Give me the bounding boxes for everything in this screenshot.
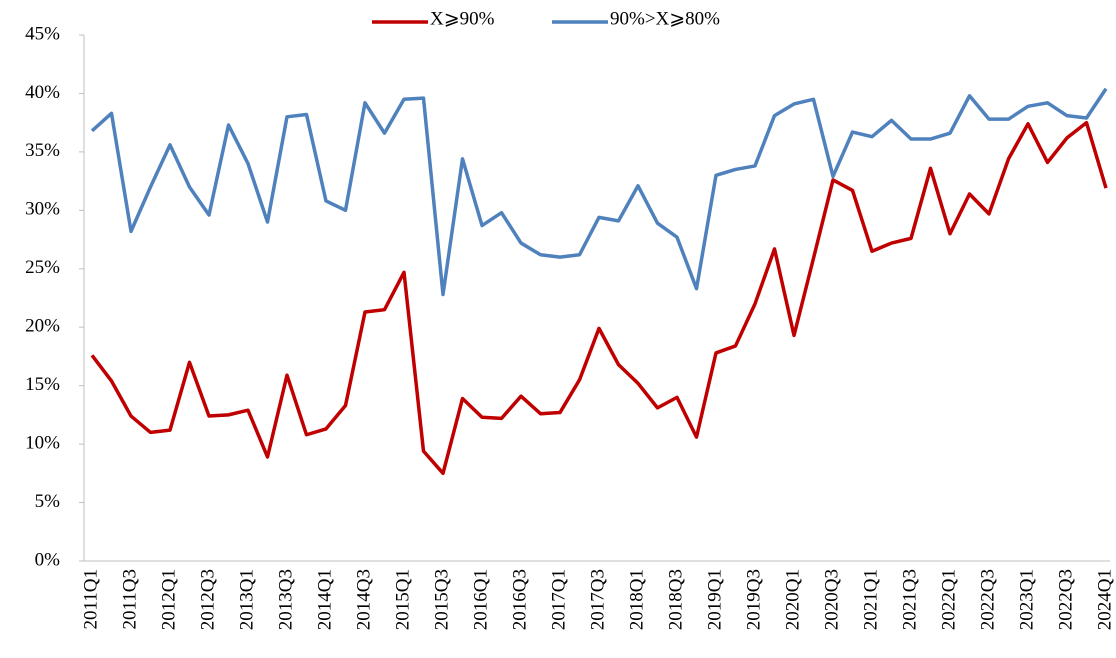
y-tick-label: 35% [25, 140, 60, 161]
y-tick-label: 15% [25, 374, 60, 395]
x-tick-label: 2014Q3 [353, 569, 374, 630]
x-tick-label: 2018Q3 [665, 569, 686, 630]
x-tick-label: 2013Q1 [236, 569, 257, 630]
y-tick-label: 30% [25, 199, 60, 220]
x-tick-label: 2011Q1 [80, 569, 101, 630]
x-tick-label: 2020Q3 [821, 569, 842, 630]
x-tick-label: 2012Q1 [158, 569, 179, 630]
x-tick-label: 2019Q1 [704, 569, 725, 630]
legend-label: 90%>X⩾80% [610, 8, 720, 29]
x-tick-label: 2016Q3 [509, 569, 530, 630]
x-tick-label: 2019Q3 [743, 569, 764, 630]
x-tick-label: 2015Q3 [431, 569, 452, 630]
x-tick-label: 2014Q1 [314, 569, 335, 630]
y-tick-label: 10% [25, 432, 60, 453]
y-tick-label: 40% [25, 82, 60, 103]
x-tick-label: 2017Q1 [548, 569, 569, 630]
x-tick-label: 2012Q3 [197, 569, 218, 630]
x-tick-label: 2021Q1 [860, 569, 881, 630]
x-tick-label: 2017Q3 [587, 569, 608, 630]
legend-label: X⩾90% [430, 8, 495, 29]
x-tick-label: 2022Q1 [938, 569, 959, 630]
y-tick-label: 45% [25, 23, 60, 44]
series-line [90, 120, 1108, 476]
x-tick-label: 2022Q3 [1055, 569, 1076, 630]
x-tick-label: 2013Q3 [275, 569, 296, 630]
x-tick-label: 2020Q1 [782, 569, 803, 630]
x-tick-label: 2015Q1 [392, 569, 413, 630]
x-tick-label: 2016Q1 [470, 569, 491, 630]
x-tick-label: 2011Q3 [119, 569, 140, 630]
x-tick-label: 2024Q1 [1094, 569, 1115, 630]
y-tick-label: 25% [25, 257, 60, 278]
x-tick-label: 2023Q1 [1016, 569, 1037, 630]
x-tick-label: 2018Q1 [626, 569, 647, 630]
series-line [90, 87, 1108, 297]
x-tick-label: 2021Q3 [899, 569, 920, 630]
x-tick-label: 2022Q3 [977, 569, 998, 630]
y-tick-label: 0% [35, 549, 61, 570]
y-tick-label: 20% [25, 316, 60, 337]
y-tick-label: 5% [35, 491, 61, 512]
